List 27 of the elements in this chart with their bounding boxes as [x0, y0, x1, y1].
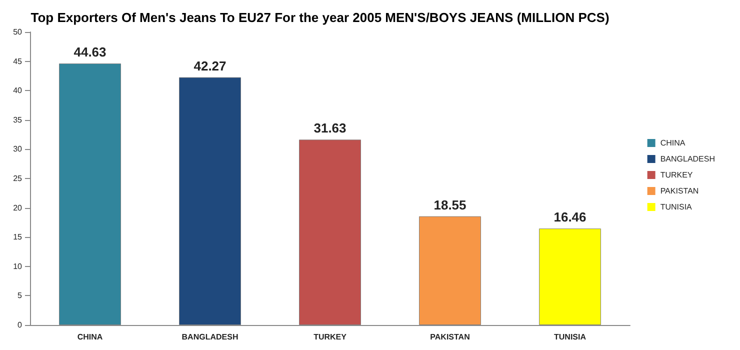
y-tick-label: 40: [13, 86, 23, 96]
legend-label: TUNISIA: [660, 202, 693, 212]
y-tick-label: 5: [18, 291, 23, 300]
y-tick-label: 50: [13, 28, 23, 36]
x-tick-label: CHINA: [77, 332, 103, 342]
y-tick-label: 20: [13, 203, 23, 212]
data-label: 16.46: [554, 210, 586, 225]
data-label: 18.55: [434, 197, 466, 212]
x-tick-label: PAKISTAN: [430, 332, 470, 342]
chart-title: Top Exporters Of Men's Jeans To EU27 For the year 2005 MEN'S/BOYS JEANS (MILLION PCS): [30, 10, 610, 25]
legend-label: TURKEY: [660, 170, 694, 180]
y-tick-label: 30: [13, 144, 23, 154]
y-tick-label: 10: [13, 262, 23, 271]
y-tick-label: 45: [13, 56, 23, 66]
data-label: 31.63: [314, 120, 346, 136]
y-tick-label: 25: [13, 174, 23, 183]
legend-label: CHINA: [660, 138, 686, 148]
x-tick-label: TUNISIA: [554, 332, 586, 342]
legend-label: BANGLADESH: [660, 154, 716, 164]
data-label: 44.63: [74, 44, 106, 60]
data-label: 42.27: [194, 58, 226, 74]
y-tick-label: 15: [13, 232, 23, 242]
y-tick-label: 0: [18, 320, 23, 330]
legend-label: PAKISTAN: [660, 186, 699, 196]
x-tick-label: TURKEY: [314, 332, 348, 342]
y-tick-label: 35: [13, 115, 23, 124]
x-tick-label: BANGLADESH: [182, 332, 238, 342]
